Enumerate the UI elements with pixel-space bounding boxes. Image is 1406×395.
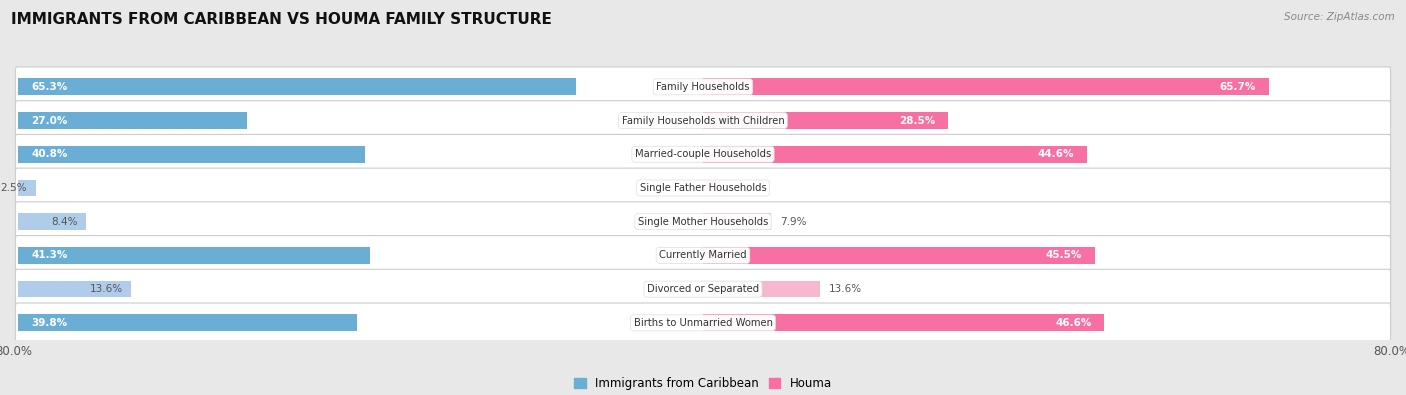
FancyBboxPatch shape: [15, 101, 1391, 140]
Text: 7.9%: 7.9%: [780, 217, 806, 227]
Text: Family Households: Family Households: [657, 82, 749, 92]
Text: Single Father Households: Single Father Households: [640, 183, 766, 193]
FancyBboxPatch shape: [15, 269, 1391, 309]
Text: Currently Married: Currently Married: [659, 250, 747, 260]
FancyBboxPatch shape: [15, 168, 1391, 208]
Text: Births to Unmarried Women: Births to Unmarried Women: [634, 318, 772, 328]
Text: 65.3%: 65.3%: [31, 82, 67, 92]
FancyBboxPatch shape: [15, 235, 1391, 275]
Text: 65.7%: 65.7%: [1219, 82, 1256, 92]
Text: 45.5%: 45.5%: [1046, 250, 1083, 260]
Bar: [703, 180, 728, 196]
Bar: [703, 281, 820, 297]
Bar: [703, 146, 1087, 163]
Bar: [18, 247, 370, 264]
FancyBboxPatch shape: [15, 303, 1391, 343]
Text: 27.0%: 27.0%: [31, 115, 67, 126]
Text: Family Households with Children: Family Households with Children: [621, 115, 785, 126]
Bar: [18, 314, 357, 331]
Text: 41.3%: 41.3%: [31, 250, 67, 260]
Text: 13.6%: 13.6%: [828, 284, 862, 294]
Bar: [18, 213, 86, 230]
Text: Divorced or Separated: Divorced or Separated: [647, 284, 759, 294]
Text: 8.4%: 8.4%: [51, 217, 77, 227]
Text: Single Mother Households: Single Mother Households: [638, 217, 768, 227]
Text: 40.8%: 40.8%: [31, 149, 67, 159]
Text: 13.6%: 13.6%: [90, 284, 122, 294]
Bar: [18, 112, 246, 129]
Text: 28.5%: 28.5%: [900, 115, 935, 126]
FancyBboxPatch shape: [15, 202, 1391, 241]
Bar: [703, 112, 949, 129]
Text: Source: ZipAtlas.com: Source: ZipAtlas.com: [1284, 12, 1395, 22]
Bar: [18, 281, 131, 297]
Text: 39.8%: 39.8%: [31, 318, 67, 328]
Bar: [18, 180, 35, 196]
Bar: [703, 247, 1095, 264]
Bar: [703, 79, 1268, 95]
Bar: [18, 146, 366, 163]
Text: 46.6%: 46.6%: [1054, 318, 1091, 328]
Text: 2.9%: 2.9%: [737, 183, 763, 193]
Text: Married-couple Households: Married-couple Households: [636, 149, 770, 159]
Text: 2.5%: 2.5%: [0, 183, 27, 193]
Bar: [18, 79, 576, 95]
Bar: [703, 213, 770, 230]
Bar: [703, 314, 1104, 331]
Text: 44.6%: 44.6%: [1038, 149, 1074, 159]
FancyBboxPatch shape: [15, 134, 1391, 174]
Text: IMMIGRANTS FROM CARIBBEAN VS HOUMA FAMILY STRUCTURE: IMMIGRANTS FROM CARIBBEAN VS HOUMA FAMIL…: [11, 12, 553, 27]
FancyBboxPatch shape: [15, 67, 1391, 107]
Legend: Immigrants from Caribbean, Houma: Immigrants from Caribbean, Houma: [569, 372, 837, 395]
